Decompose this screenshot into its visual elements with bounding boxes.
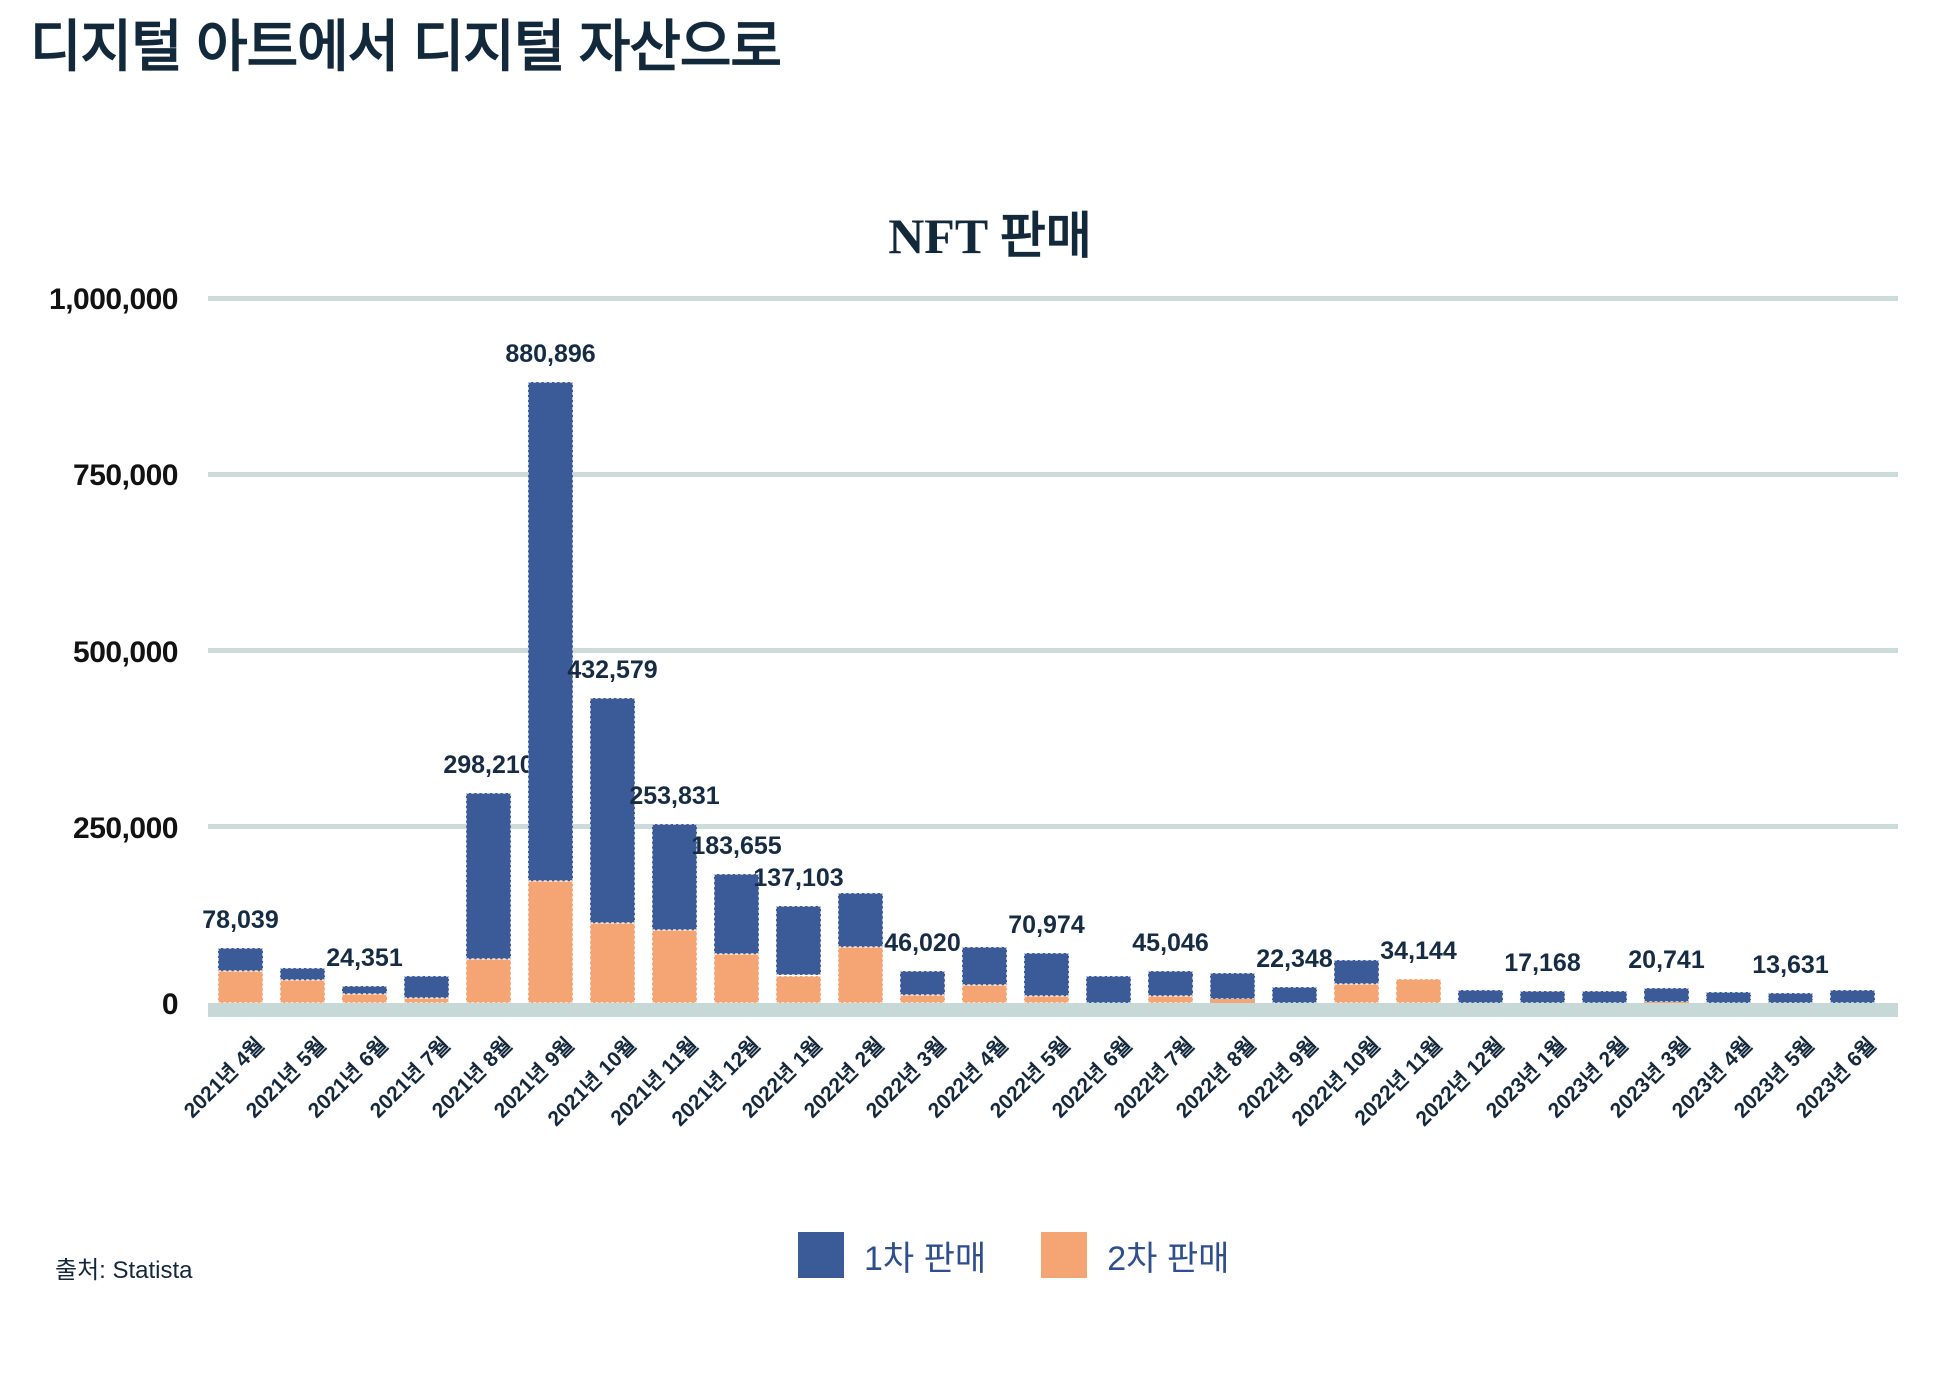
gridline: [208, 648, 1898, 653]
y-tick-label: 750,000: [73, 459, 178, 493]
bar-value-label: 34,144: [1380, 936, 1457, 965]
bar-segment-primary-2022년 8월: [1210, 972, 1255, 1000]
gridline: [208, 295, 1898, 301]
bar-segment-primary-2022년 3월: [900, 970, 945, 996]
bar-segment-secondary-2021년 12월: [714, 954, 759, 1003]
bar-value-label: 45,046: [1132, 929, 1209, 958]
bar-value-label: 46,020: [884, 928, 961, 957]
bar-segment-primary-2021년 6월: [342, 985, 387, 994]
bar-segment-primary-2021년 11월: [652, 824, 697, 931]
bar-value-label: 253,831: [629, 782, 720, 811]
bar-value-label: 20,741: [1628, 946, 1705, 975]
bar-segment-secondary-2021년 7월: [404, 998, 449, 1003]
bar-value-label: 880,896: [505, 339, 596, 368]
gridline: [208, 471, 1898, 477]
bar-segment-secondary-2022년 3월: [900, 995, 945, 1003]
primary-sales-swatch: [798, 1232, 844, 1278]
bar-segment-primary-2023년 4월: [1706, 991, 1751, 1003]
chart-title: NFT 판매: [888, 208, 1092, 264]
bar-segment-primary-2022년 10월: [1334, 959, 1379, 984]
bar-segment-primary-2022년 12월: [1458, 990, 1503, 1003]
y-tick-label: 0: [161, 988, 179, 1021]
legend: 1차 판매 2차 판매: [798, 1232, 1229, 1278]
bar-value-label: 24,351: [326, 943, 403, 972]
legend-label-primary: 1차 판매: [864, 1239, 987, 1278]
bar-segment-secondary-2021년 11월: [652, 930, 697, 1003]
bar-value-label: 17,168: [1504, 948, 1581, 977]
bar-segment-primary-2021년 12월: [714, 873, 759, 955]
bar-value-label: 78,039: [202, 905, 279, 934]
bar-segment-secondary-2022년 7월: [1148, 995, 1193, 1003]
bar-segment-primary-2022년 4월: [962, 947, 1007, 986]
bar-segment-secondary-2022년 8월: [1210, 999, 1255, 1003]
bar-value-label: 22,348: [1256, 945, 1333, 974]
bar-segment-secondary-2022년 5월: [1024, 995, 1069, 1003]
legend-item-primary: 1차 판매: [798, 1231, 986, 1280]
bar-segment-secondary-2021년 10월: [590, 922, 635, 1003]
bar-segment-secondary-2022년 4월: [962, 985, 1007, 1003]
bar-segment-primary-2023년 3월: [1644, 988, 1689, 1002]
legend-item-secondary: 2차 판매: [1041, 1231, 1229, 1280]
bar-segment-primary-2023년 5월: [1768, 993, 1813, 1003]
x-axis-baseline: [208, 1003, 1898, 1017]
bar-segment-secondary-2022년 11월: [1396, 978, 1441, 1003]
bar-segment-primary-2021년 8월: [466, 792, 511, 960]
bar-segment-primary-2023년 6월: [1830, 989, 1875, 1003]
bar-value-label: 137,103: [753, 864, 844, 893]
bar-segment-primary-2022년 1월: [776, 906, 821, 976]
bar-value-label: 13,631: [1752, 951, 1829, 980]
bar-value-label: 70,974: [1008, 910, 1085, 939]
y-tick-label: 500,000: [73, 635, 178, 669]
bar-segment-secondary-2021년 9월: [528, 881, 573, 1003]
source-note: 출처: Statista: [55, 1257, 193, 1284]
bar-segment-secondary-2021년 6월: [342, 993, 387, 1003]
bar-segment-primary-2021년 10월: [590, 698, 635, 923]
legend-label-secondary: 2차 판매: [1107, 1239, 1230, 1278]
bar-segment-primary-2023년 2월: [1582, 991, 1627, 1003]
gridline: [208, 824, 1898, 830]
bar-segment-primary-2022년 5월: [1024, 952, 1069, 996]
y-tick-label: 250,000: [73, 811, 178, 845]
bar-segment-secondary-2023년 3월: [1644, 1001, 1689, 1004]
bar-segment-secondary-2022년 10월: [1334, 983, 1379, 1003]
bar-segment-secondary-2021년 4월: [218, 971, 263, 1003]
page-title: 디지털 아트에서 디지털 자산으로: [30, 15, 782, 78]
bar-segment-primary-2023년 1월: [1520, 990, 1565, 1003]
bar-segment-primary-2021년 7월: [404, 976, 449, 999]
bar-segment-secondary-2022년 2월: [838, 947, 883, 1003]
bar-value-label: 298,210: [443, 750, 534, 779]
secondary-sales-swatch: [1041, 1232, 1088, 1278]
bar-segment-primary-2022년 7월: [1148, 971, 1193, 996]
bar-value-label: 432,579: [567, 656, 658, 685]
bar-segment-primary-2021년 9월: [528, 381, 573, 882]
bar-value-label: 183,655: [691, 831, 782, 860]
bar-segment-secondary-2021년 5월: [280, 979, 325, 1003]
bar-segment-primary-2022년 9월: [1272, 987, 1317, 1003]
bar-segment-primary-2022년 6월: [1086, 976, 1131, 1003]
bar-segment-primary-2022년 2월: [838, 893, 883, 948]
bar-segment-primary-2021년 5월: [280, 968, 325, 980]
bar-segment-secondary-2022년 1월: [776, 975, 821, 1003]
bar-segment-secondary-2021년 8월: [466, 959, 511, 1003]
y-tick-label: 1,000,000: [49, 283, 178, 316]
bar-segment-primary-2021년 4월: [218, 947, 263, 972]
